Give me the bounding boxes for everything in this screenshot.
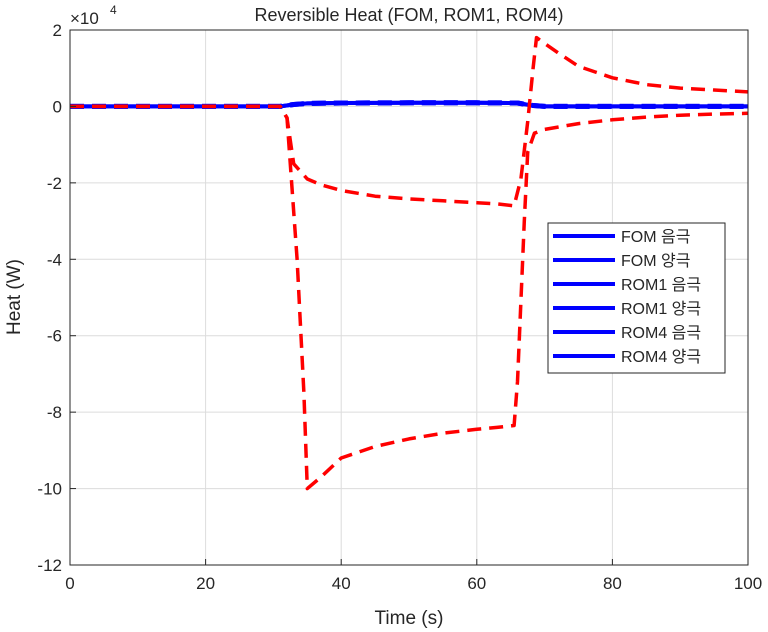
series-line-5 bbox=[70, 104, 749, 491]
x-axis-ticks: 0 20 40 60 80 100 bbox=[65, 559, 762, 593]
series-line-6 bbox=[70, 35, 749, 208]
x-tick-label: 40 bbox=[332, 574, 351, 593]
y-multiplier: ×10 4 bbox=[70, 3, 117, 28]
y-tick-label: -2 bbox=[47, 174, 62, 193]
x-axis-label: Time (s) bbox=[375, 608, 444, 629]
legend-entry: ROM4 음극 bbox=[621, 324, 701, 342]
legend-entry: ROM4 양극 bbox=[621, 348, 701, 366]
y-tick-label: -8 bbox=[47, 403, 62, 422]
legend: FOM 음극 FOM 양극 ROM1 음극 ROM1 양극 ROM4 음극 ROM4 양극 bbox=[547, 222, 726, 374]
x-tick-label: 60 bbox=[467, 574, 486, 593]
x-tick-label: 20 bbox=[196, 574, 215, 593]
y-multiplier-exponent: 4 bbox=[110, 3, 117, 17]
x-tick-label: 0 bbox=[65, 574, 74, 593]
legend-entry: FOM 양극 bbox=[621, 252, 690, 270]
y-tick-label: -6 bbox=[47, 327, 62, 346]
y-tick-label: 2 bbox=[53, 21, 62, 40]
legend-box bbox=[547, 222, 726, 374]
series-line-4 bbox=[70, 100, 748, 109]
y-axis-label: Heat (W) bbox=[4, 259, 25, 335]
legend-entry: ROM1 양극 bbox=[621, 300, 701, 318]
x-tick-label: 80 bbox=[603, 574, 622, 593]
x-tick-label: 100 bbox=[734, 574, 762, 593]
y-tick-label: -12 bbox=[37, 556, 62, 575]
y-multiplier-base: ×10 bbox=[70, 9, 99, 28]
chart-title: Reversible Heat (FOM, ROM1, ROM4) bbox=[254, 5, 563, 25]
y-tick-label: -4 bbox=[47, 250, 62, 269]
series-layer bbox=[70, 35, 749, 491]
legend-entry: FOM 음극 bbox=[621, 228, 690, 246]
axes-box bbox=[69, 29, 749, 566]
y-axis-ticks: -12 -10 -8 -6 -4 -2 0 2 bbox=[37, 21, 76, 575]
legend-entry: ROM1 음극 bbox=[621, 276, 701, 294]
y-tick-label: 0 bbox=[53, 97, 62, 116]
y-tick-label: -10 bbox=[37, 480, 62, 499]
